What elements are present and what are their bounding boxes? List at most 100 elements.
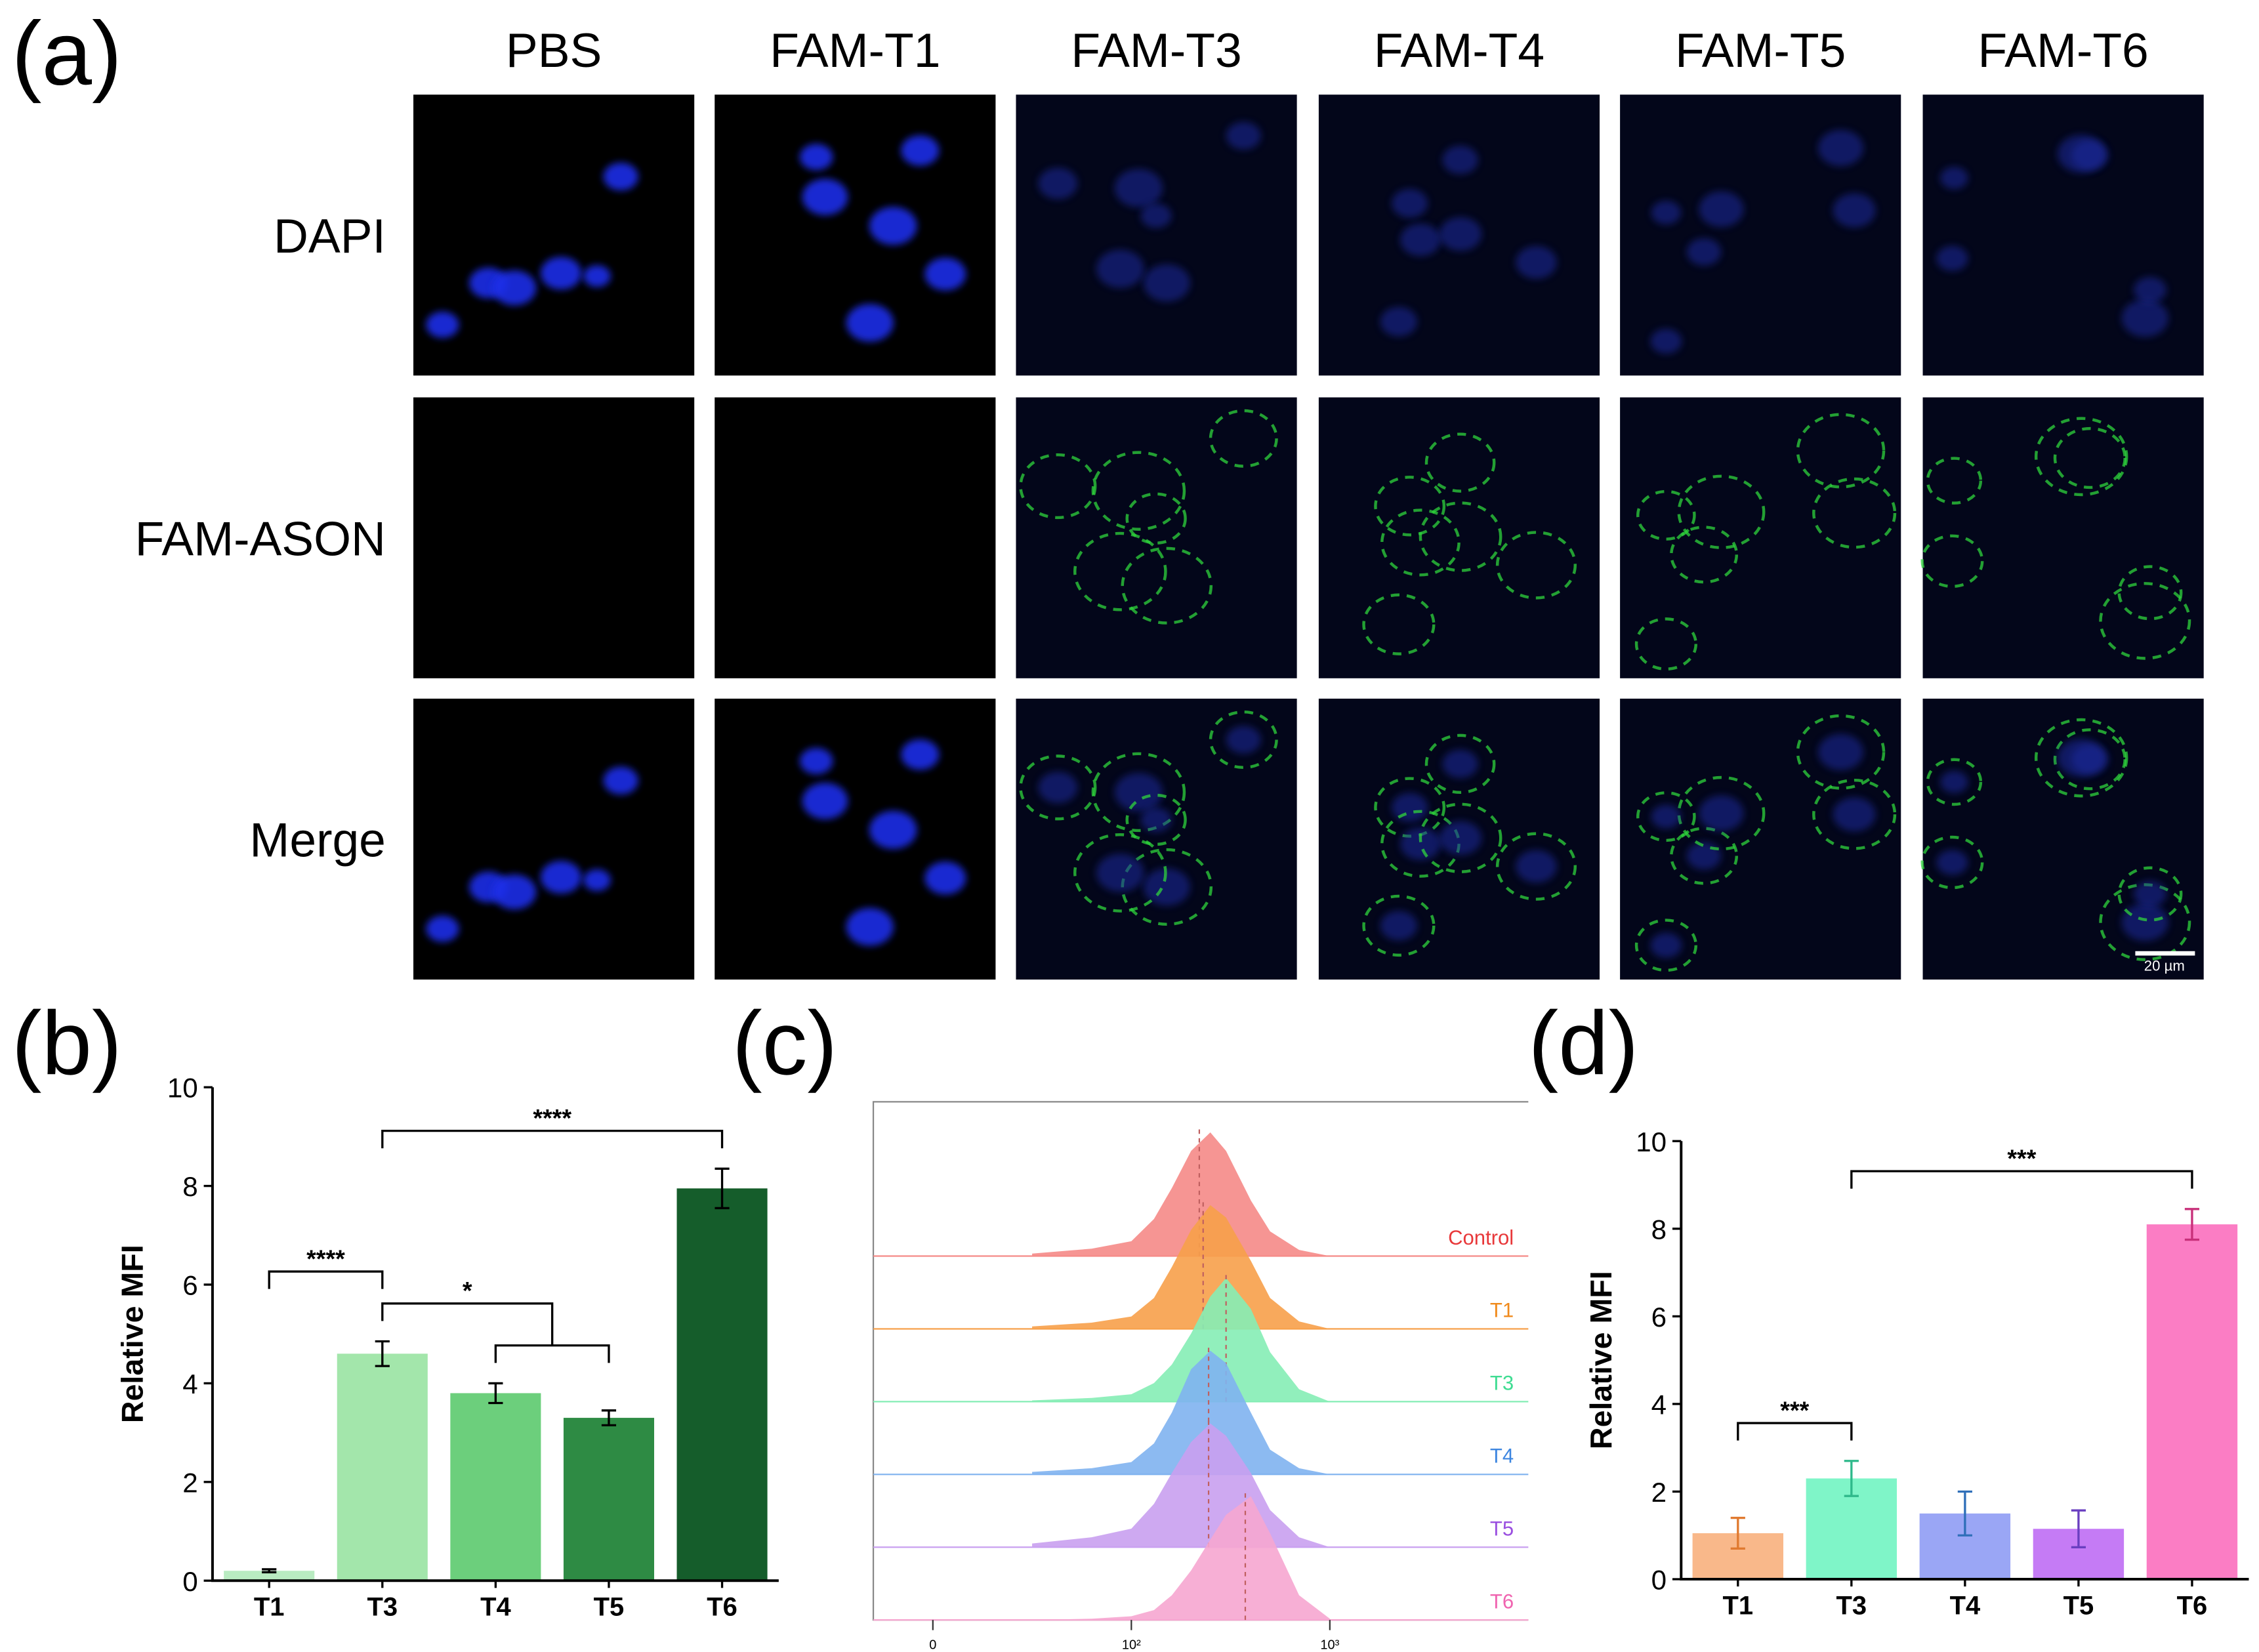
significance-bracket [381,1302,554,1346]
micrograph-cells [1920,718,2191,961]
y-tick-label: 0 [1651,1565,1667,1596]
nucleus [583,869,611,892]
micrograph-cells [1634,714,1897,972]
membrane [1636,489,1696,541]
micrograph [1318,397,1600,678]
x-tick-label: 10² [1122,1638,1141,1652]
membrane [1091,752,1186,833]
significance-label: **** [306,1245,345,1272]
membrane [1362,894,1436,957]
membrane [1121,547,1213,625]
micrograph-cells [799,739,966,946]
nucleus [1038,772,1078,804]
y-tick-label: 8 [182,1171,197,1202]
series-label: T5 [1490,1517,1514,1540]
error-bar [1730,1516,1745,1550]
membrane [1796,413,1886,489]
nucleus [583,265,611,287]
nucleus [1936,850,1968,875]
bar [450,1393,541,1581]
significance-label: * [463,1277,472,1304]
nucleus [846,907,894,946]
bar [676,1188,768,1581]
error-bar [2184,1208,2200,1241]
nucleus [1833,193,1876,228]
membrane [1677,775,1766,851]
bar [224,1571,315,1581]
panel-label: (a) [12,3,122,104]
series-label: T3 [1490,1372,1514,1395]
nucleus [603,766,638,795]
membrane [1670,827,1739,885]
nucleus [492,270,537,306]
micrograph-cells [426,766,638,942]
nucleus [1516,850,1557,883]
nucleus [2134,880,2166,907]
membrane [1073,531,1167,611]
membrane [1796,714,1886,790]
nucleus [1650,932,1682,958]
error-bar [262,1568,277,1574]
ridge [1032,1132,1330,1256]
column-header: FAM-T6 [1978,24,2149,77]
micrograph [413,698,695,980]
column-header: FAM-T1 [770,24,940,77]
row-label: DAPI [274,209,386,263]
membrane [1495,832,1577,901]
nucleus [1143,868,1190,906]
significance-bracket [494,1344,610,1363]
nucleus [1651,200,1682,225]
micrograph [1016,397,1297,678]
significance-bracket [1850,1170,2193,1189]
micrograph-cells [1362,733,1577,957]
nucleus [1651,804,1682,829]
y-axis-label: Relative MFI [115,1245,149,1423]
membrane [1495,531,1577,600]
x-tick-label: T6 [2177,1591,2208,1620]
micrograph-cells [1019,710,1278,926]
nucleus [1699,795,1744,831]
membrane [1209,710,1278,770]
nucleus [540,257,582,290]
x-tick-label: T4 [1950,1591,1981,1620]
membrane [2117,565,2183,621]
x-tick-label: T5 [594,1592,625,1621]
nucleus [1380,306,1417,337]
significance-label: *** [1780,1396,1809,1424]
nucleus [1140,807,1172,833]
nucleus [1392,793,1428,822]
column-header: FAM-T4 [1374,24,1544,77]
nucleus [1516,245,1557,279]
membrane [2053,426,2126,489]
membrane [1362,593,1436,655]
panel-label: (c) [732,993,837,1094]
nucleus [1400,827,1441,860]
nucleus [1140,203,1172,228]
nucleus [846,304,894,342]
micrograph [413,94,695,376]
nucleus [1392,188,1428,218]
membrane [2053,728,2126,791]
nucleus [1226,726,1261,754]
row-label: FAM-ASON [135,512,386,566]
ridge [1032,1496,1330,1621]
significance-bracket [268,1270,384,1289]
error-bar [1957,1490,1972,1537]
nucleus [2134,277,2166,303]
y-tick-label: 4 [1651,1389,1667,1420]
membrane [2117,866,2183,922]
series-label: T1 [1490,1299,1514,1322]
ridge [1032,1277,1330,1402]
membrane [1125,793,1187,846]
nucleus [1817,129,1864,167]
micrograph [413,397,695,678]
nucleus [799,747,833,775]
nucleus [2121,903,2168,941]
x-tick-label: T5 [2063,1591,2094,1620]
nucleus [1114,169,1163,208]
micrograph-cells [1019,409,1278,625]
nucleus [901,739,940,770]
nucleus [901,135,940,166]
